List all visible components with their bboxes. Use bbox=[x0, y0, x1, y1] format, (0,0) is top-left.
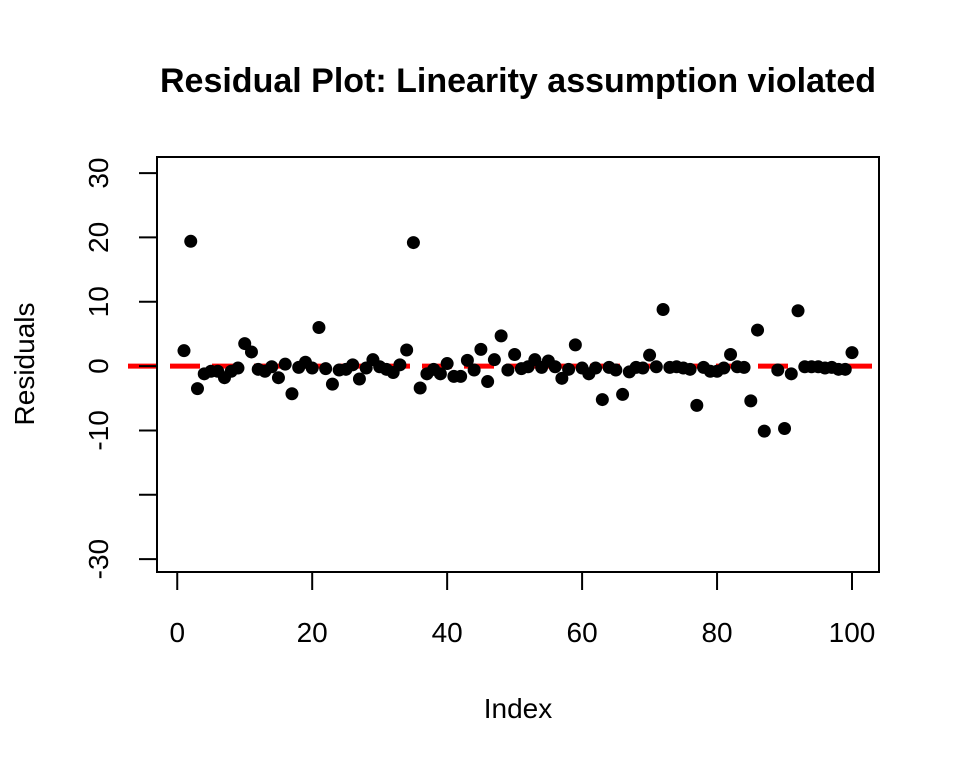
y-tick-label: 30 bbox=[83, 158, 114, 189]
data-point bbox=[325, 377, 339, 391]
data-point bbox=[352, 372, 366, 386]
data-point bbox=[838, 362, 852, 376]
y-tick-label: -10 bbox=[83, 410, 114, 450]
data-point bbox=[413, 381, 427, 395]
data-point bbox=[244, 345, 258, 359]
data-point bbox=[487, 353, 501, 367]
points-layer bbox=[177, 234, 859, 438]
data-point bbox=[481, 375, 495, 389]
x-tick-label: 80 bbox=[701, 617, 732, 648]
data-point bbox=[184, 234, 198, 248]
data-point bbox=[285, 387, 299, 401]
data-point bbox=[595, 393, 609, 407]
x-tick-label: 40 bbox=[432, 617, 463, 648]
data-point bbox=[494, 329, 508, 343]
data-point bbox=[501, 363, 515, 377]
data-point bbox=[278, 357, 292, 371]
data-point bbox=[555, 371, 569, 385]
data-point bbox=[440, 357, 454, 371]
data-point bbox=[609, 363, 623, 377]
data-point bbox=[265, 360, 279, 374]
data-point bbox=[784, 367, 798, 381]
y-axis: -30 -10 0 10 20 30 bbox=[83, 158, 158, 579]
data-point bbox=[717, 361, 731, 375]
data-point bbox=[757, 424, 771, 438]
data-point bbox=[454, 369, 468, 383]
data-point bbox=[433, 367, 447, 381]
data-point bbox=[467, 363, 481, 377]
data-point bbox=[791, 304, 805, 318]
y-tick-label: 10 bbox=[83, 286, 114, 317]
data-point bbox=[393, 358, 407, 372]
y-tick-label: 0 bbox=[83, 358, 114, 374]
data-point bbox=[771, 363, 785, 377]
data-point bbox=[305, 361, 319, 375]
data-point bbox=[744, 394, 758, 408]
y-tick-label: -30 bbox=[83, 539, 114, 579]
data-point bbox=[649, 360, 663, 374]
x-axis-label: Index bbox=[484, 693, 553, 724]
data-point bbox=[751, 323, 765, 337]
data-point bbox=[778, 422, 792, 436]
data-point bbox=[400, 343, 414, 357]
data-point bbox=[643, 348, 657, 362]
data-point bbox=[690, 398, 704, 412]
x-tick-label: 0 bbox=[169, 617, 185, 648]
data-point bbox=[406, 236, 420, 250]
data-point bbox=[562, 362, 576, 376]
data-point bbox=[346, 358, 360, 372]
data-point bbox=[737, 360, 751, 374]
x-tick-label: 60 bbox=[567, 617, 598, 648]
data-point bbox=[460, 353, 474, 367]
data-point bbox=[568, 338, 582, 352]
data-point bbox=[636, 361, 650, 375]
data-point bbox=[190, 382, 204, 396]
data-point bbox=[683, 362, 697, 376]
data-point bbox=[271, 371, 285, 385]
x-tick-label: 100 bbox=[829, 617, 876, 648]
data-point bbox=[474, 342, 488, 356]
y-tick-label: 20 bbox=[83, 222, 114, 253]
data-point bbox=[508, 348, 522, 362]
data-point bbox=[656, 302, 670, 316]
x-axis: 0 20 40 60 80 100 bbox=[169, 571, 876, 648]
data-point bbox=[548, 360, 562, 374]
data-point bbox=[231, 361, 245, 375]
data-point bbox=[616, 387, 630, 401]
data-point bbox=[177, 344, 191, 358]
data-point bbox=[589, 361, 603, 375]
data-point bbox=[845, 346, 859, 360]
y-axis-label: Residuals bbox=[9, 303, 40, 426]
chart-title: Residual Plot: Linearity assumption viol… bbox=[160, 62, 876, 100]
x-tick-label: 20 bbox=[297, 617, 328, 648]
data-point bbox=[724, 348, 738, 362]
data-point bbox=[312, 321, 326, 335]
data-point bbox=[319, 362, 333, 376]
